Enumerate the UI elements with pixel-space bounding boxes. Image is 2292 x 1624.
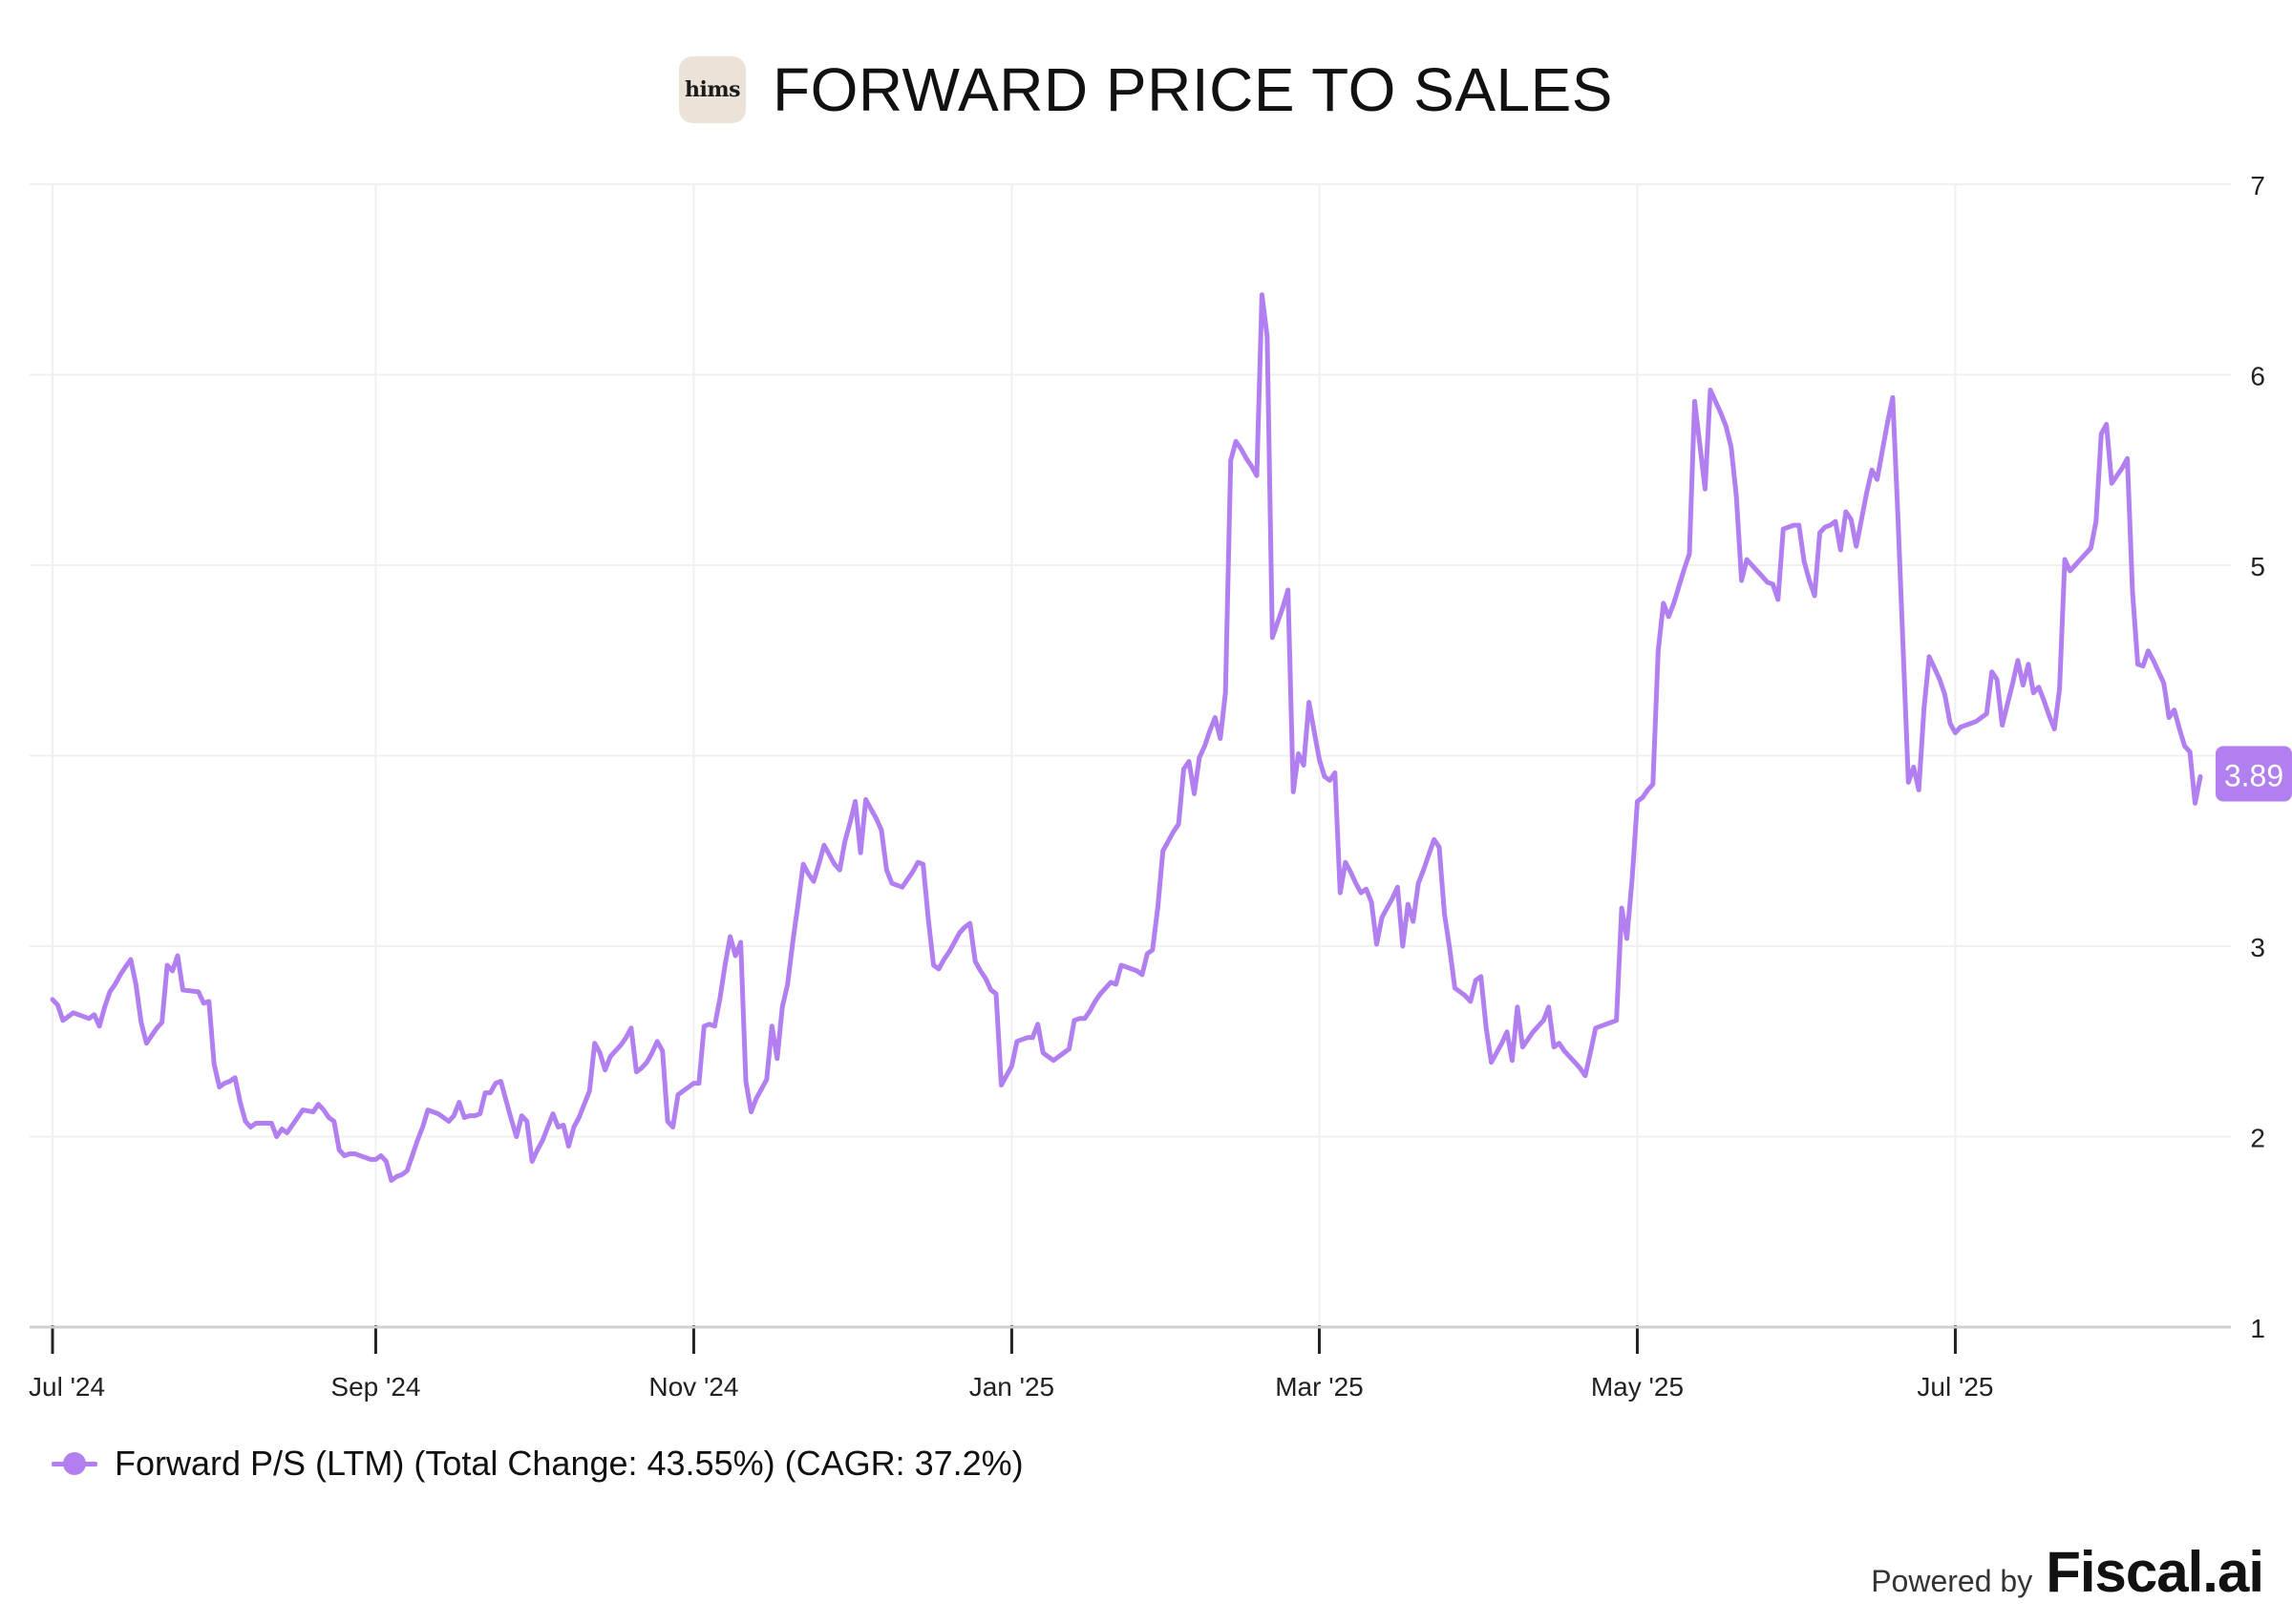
x-tick-label: Sep '24 <box>330 1372 420 1402</box>
legend-label: Forward P/S (LTM) (Total Change: 43.55%)… <box>115 1444 1024 1483</box>
chart-header: hims FORWARD PRICE TO SALES <box>0 42 2292 137</box>
x-tick-label: May '25 <box>1591 1372 1684 1402</box>
legend-marker-icon <box>50 1452 99 1475</box>
x-tick-label: Jan '25 <box>969 1372 1054 1402</box>
last-value-badge-bg <box>2216 746 2292 802</box>
powered-by-text: Powered by <box>1871 1564 2033 1598</box>
last-value-text: 3.89 <box>2224 758 2283 792</box>
logo-text: hims <box>685 77 741 102</box>
x-tick-label: Jul '25 <box>1917 1372 1993 1402</box>
last-value-badge: 3.89 <box>2216 746 2292 802</box>
fiscal-ai-logo[interactable]: Fiscal.ai <box>2046 1540 2264 1604</box>
y-tick-label: 7 <box>2250 171 2265 200</box>
x-tick-label: Mar '25 <box>1275 1372 1364 1402</box>
series-line-forward-ps <box>50 292 2203 1183</box>
y-tick-label: 3 <box>2250 933 2265 962</box>
chart-title: FORWARD PRICE TO SALES <box>773 55 1613 124</box>
y-tick-label: 6 <box>2250 362 2265 391</box>
footer: Powered by Fiscal.ai <box>1871 1539 2264 1605</box>
y-tick-label: 5 <box>2250 552 2265 581</box>
y-tick-label: 1 <box>2250 1314 2265 1343</box>
x-tick-label: Jul '24 <box>29 1372 105 1402</box>
hims-logo: hims <box>679 56 747 123</box>
series-layer <box>50 292 2203 1183</box>
gridlines <box>30 183 2231 1327</box>
legend[interactable]: Forward P/S (LTM) (Total Change: 43.55%)… <box>50 1444 1024 1484</box>
x-tick-label: Nov '24 <box>648 1372 738 1402</box>
y-tick-label: 2 <box>2250 1124 2265 1153</box>
